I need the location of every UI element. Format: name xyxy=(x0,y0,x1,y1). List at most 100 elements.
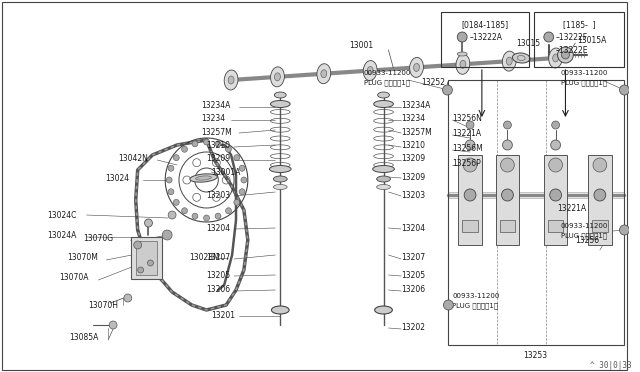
Text: 13257M: 13257M xyxy=(202,128,232,137)
Text: 13234: 13234 xyxy=(202,113,226,122)
Circle shape xyxy=(442,85,452,95)
Text: 13024C: 13024C xyxy=(47,211,77,219)
Text: 13256M: 13256M xyxy=(452,144,483,153)
Circle shape xyxy=(173,155,179,161)
Circle shape xyxy=(561,51,570,59)
Circle shape xyxy=(215,213,221,219)
Text: 13204: 13204 xyxy=(207,224,230,232)
Text: 13253: 13253 xyxy=(523,350,547,359)
Ellipse shape xyxy=(410,57,424,77)
Text: 13205: 13205 xyxy=(401,270,426,279)
Circle shape xyxy=(225,146,232,152)
Text: PLUG プラグ（1）: PLUG プラグ（1） xyxy=(452,302,499,309)
Bar xyxy=(458,155,482,245)
Circle shape xyxy=(465,140,475,150)
Circle shape xyxy=(163,230,172,240)
Text: 13209: 13209 xyxy=(401,154,426,163)
Text: 13221A: 13221A xyxy=(557,203,587,212)
Ellipse shape xyxy=(196,176,211,180)
Ellipse shape xyxy=(548,48,563,68)
Text: 13042N: 13042N xyxy=(118,154,148,163)
Circle shape xyxy=(458,32,467,42)
Circle shape xyxy=(134,241,141,249)
Ellipse shape xyxy=(364,61,377,81)
Ellipse shape xyxy=(224,70,238,90)
Circle shape xyxy=(550,140,561,150)
Ellipse shape xyxy=(413,64,419,71)
Circle shape xyxy=(204,215,209,221)
Ellipse shape xyxy=(456,54,470,74)
Text: 13205: 13205 xyxy=(207,270,230,279)
Text: 13234: 13234 xyxy=(401,113,426,122)
Ellipse shape xyxy=(269,166,291,173)
Text: 13221A: 13221A xyxy=(452,128,481,138)
Text: 13203: 13203 xyxy=(401,190,426,199)
Text: 13070G: 13070G xyxy=(84,234,114,243)
Circle shape xyxy=(463,158,477,172)
Text: 13257M: 13257M xyxy=(401,128,432,137)
Text: –13222E: –13222E xyxy=(556,45,588,55)
Text: 13252: 13252 xyxy=(421,77,445,87)
Bar xyxy=(544,155,568,245)
Ellipse shape xyxy=(317,64,331,84)
Circle shape xyxy=(620,85,629,95)
Bar xyxy=(588,155,612,245)
Text: 13201: 13201 xyxy=(211,311,236,320)
Text: –13222A: –13222A xyxy=(470,32,503,42)
Text: 13070M: 13070M xyxy=(67,253,98,263)
Text: 13234A: 13234A xyxy=(401,100,431,109)
Ellipse shape xyxy=(367,67,373,74)
Text: PLUG プラグ（1）: PLUG プラグ（1） xyxy=(561,232,607,238)
Text: 13202: 13202 xyxy=(401,324,425,333)
Bar xyxy=(462,220,478,232)
Text: 13210: 13210 xyxy=(401,141,425,150)
Circle shape xyxy=(593,158,607,172)
Circle shape xyxy=(444,300,453,310)
Text: 13207: 13207 xyxy=(207,253,230,263)
Circle shape xyxy=(234,199,240,205)
Bar xyxy=(500,220,515,232)
Text: 00933-11200: 00933-11200 xyxy=(364,70,412,76)
Circle shape xyxy=(168,211,176,219)
Circle shape xyxy=(182,208,188,214)
Circle shape xyxy=(166,177,172,183)
Text: 13256N: 13256N xyxy=(452,113,482,122)
Circle shape xyxy=(620,225,629,235)
Text: PLUG プラグ（1）: PLUG プラグ（1） xyxy=(561,79,607,86)
Ellipse shape xyxy=(506,57,512,65)
Circle shape xyxy=(466,121,474,129)
Text: 13028M: 13028M xyxy=(189,253,220,263)
Text: 13209: 13209 xyxy=(207,154,230,163)
Circle shape xyxy=(215,141,221,147)
Circle shape xyxy=(239,189,245,195)
Ellipse shape xyxy=(271,67,284,87)
Ellipse shape xyxy=(271,100,290,108)
Circle shape xyxy=(109,321,117,329)
Circle shape xyxy=(594,189,606,201)
Circle shape xyxy=(168,165,174,171)
Circle shape xyxy=(234,155,240,161)
Ellipse shape xyxy=(513,53,530,63)
Ellipse shape xyxy=(275,92,286,98)
Bar xyxy=(449,80,625,345)
Bar xyxy=(495,155,519,245)
Text: 13256P: 13256P xyxy=(452,158,481,167)
Circle shape xyxy=(225,208,232,214)
Text: 00933-11200: 00933-11200 xyxy=(452,293,500,299)
Text: 00933-11200: 00933-11200 xyxy=(561,70,608,76)
Text: 13210: 13210 xyxy=(207,141,230,150)
Text: 13001: 13001 xyxy=(349,41,373,49)
Ellipse shape xyxy=(273,176,287,182)
Text: 00933-11200: 00933-11200 xyxy=(561,223,608,229)
Circle shape xyxy=(192,141,198,147)
Ellipse shape xyxy=(458,52,467,56)
Circle shape xyxy=(147,260,154,266)
Ellipse shape xyxy=(271,306,289,314)
Circle shape xyxy=(173,199,179,205)
Ellipse shape xyxy=(502,51,516,71)
Text: 13024: 13024 xyxy=(105,173,129,183)
Circle shape xyxy=(124,294,132,302)
Text: 13234A: 13234A xyxy=(202,100,231,109)
Text: 13070H: 13070H xyxy=(88,301,118,310)
Circle shape xyxy=(182,146,188,152)
